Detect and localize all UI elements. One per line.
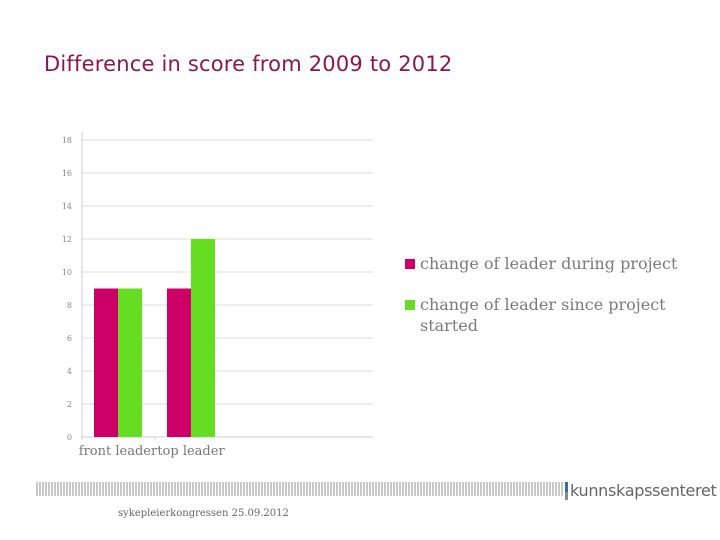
y-tick-label: 4 bbox=[67, 367, 72, 376]
y-tick-label: 10 bbox=[62, 268, 72, 277]
chart-legend: change of leader during project change o… bbox=[405, 253, 705, 336]
y-tick-label: 6 bbox=[67, 334, 72, 343]
y-tick-label: 8 bbox=[67, 301, 72, 310]
bars bbox=[94, 239, 215, 437]
legend-item-since-project-started: change of leader since project started bbox=[405, 294, 705, 336]
bar bbox=[118, 288, 142, 437]
legend-swatch-green bbox=[405, 300, 415, 310]
kunnskapssenteret-logo: kunnskapssenteret bbox=[565, 476, 717, 500]
slide-title: Difference in score from 2009 to 2012 bbox=[44, 52, 453, 76]
logo-mark-icon bbox=[565, 482, 568, 500]
y-tick-label: 18 bbox=[62, 136, 72, 145]
footer-stripe-band bbox=[36, 482, 563, 496]
x-category-label: front leader bbox=[79, 444, 158, 459]
logo-text: kunnskapssenteret bbox=[570, 481, 717, 500]
bar bbox=[167, 288, 191, 437]
category-labels: front leader top leader bbox=[79, 444, 226, 459]
y-axis-ticks: 0 2 4 6 8 10 12 14 16 18 bbox=[62, 136, 72, 442]
y-tick-label: 0 bbox=[67, 433, 72, 442]
x-category-label: top leader bbox=[157, 444, 225, 459]
legend-label: change of leader during project bbox=[420, 254, 678, 273]
legend-swatch-magenta bbox=[405, 259, 415, 269]
bar bbox=[191, 239, 215, 437]
y-tick-label: 14 bbox=[62, 202, 72, 211]
y-tick-label: 12 bbox=[62, 235, 72, 244]
y-tick-label: 2 bbox=[67, 400, 72, 409]
footer-note: sykepleierkongressen 25.09.2012 bbox=[118, 508, 289, 519]
y-tick-label: 16 bbox=[62, 169, 72, 178]
legend-item-during-project: change of leader during project bbox=[405, 253, 705, 274]
legend-label: change of leader since project started bbox=[420, 295, 666, 335]
bar bbox=[94, 288, 118, 437]
